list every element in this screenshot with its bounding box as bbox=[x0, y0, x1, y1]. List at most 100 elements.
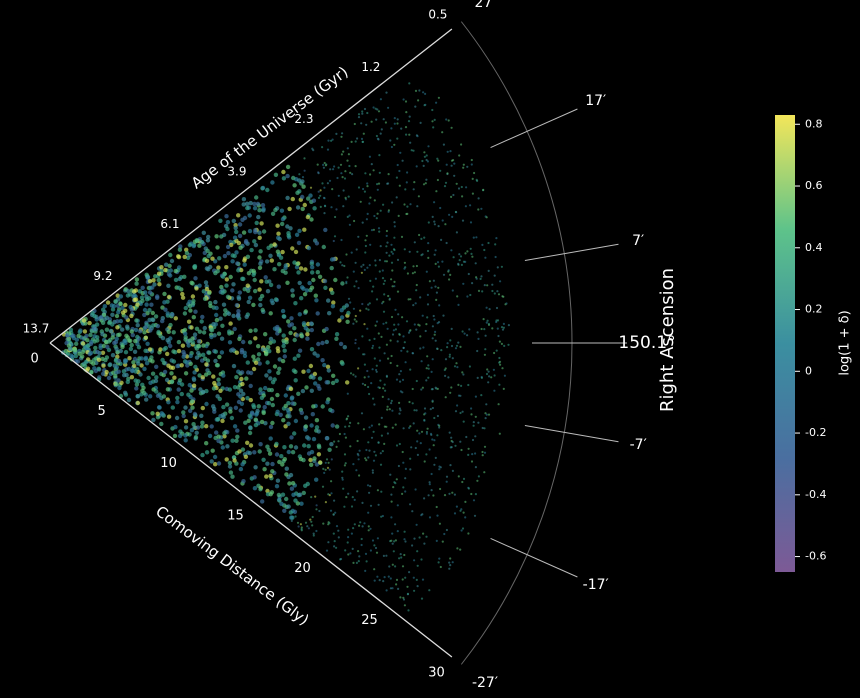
galaxy-dot bbox=[158, 347, 163, 352]
galaxy-dot bbox=[189, 428, 195, 433]
galaxy-dot bbox=[176, 265, 182, 270]
galaxy-dot bbox=[192, 370, 197, 375]
galaxy-dot bbox=[143, 324, 148, 330]
galaxy-dot bbox=[373, 568, 376, 571]
galaxy-dot bbox=[303, 415, 309, 420]
galaxy-dot bbox=[253, 360, 259, 365]
galaxy-dot bbox=[304, 288, 310, 293]
galaxy-dot bbox=[204, 286, 210, 292]
galaxy-dot bbox=[470, 158, 473, 162]
galaxy-dot bbox=[312, 206, 317, 211]
galaxy-dot bbox=[220, 290, 225, 295]
galaxy-dot bbox=[457, 341, 460, 344]
galaxy-dot bbox=[324, 436, 330, 441]
galaxy-dot bbox=[134, 318, 139, 323]
galaxy-dot bbox=[363, 190, 366, 193]
galaxy-dot bbox=[286, 449, 291, 455]
galaxy-dot bbox=[156, 277, 161, 283]
galaxy-dot bbox=[438, 424, 441, 427]
galaxy-dot bbox=[264, 351, 269, 356]
galaxy-dot bbox=[409, 141, 412, 144]
galaxy-dot bbox=[334, 332, 340, 337]
galaxy-dot bbox=[456, 547, 459, 550]
galaxy-dot bbox=[382, 203, 385, 206]
galaxy-dot bbox=[311, 436, 317, 442]
galaxy-dot bbox=[456, 295, 459, 298]
galaxy-dot bbox=[138, 329, 143, 334]
galaxy-dot bbox=[261, 410, 266, 416]
galaxy-dot bbox=[406, 585, 409, 588]
galaxy-dot bbox=[357, 458, 360, 461]
galaxy-dot bbox=[142, 307, 148, 313]
galaxy-dot bbox=[379, 463, 383, 466]
galaxy-dot bbox=[482, 318, 485, 321]
galaxy-dot bbox=[171, 349, 176, 354]
galaxy-dot bbox=[355, 320, 358, 323]
galaxy-dot bbox=[237, 222, 243, 227]
galaxy-dot bbox=[330, 206, 333, 209]
galaxy-dot bbox=[187, 338, 193, 343]
galaxy-dot bbox=[351, 173, 354, 176]
galaxy-dot bbox=[392, 550, 395, 553]
galaxy-dot bbox=[365, 448, 368, 452]
galaxy-dot bbox=[460, 185, 463, 189]
galaxy-dot bbox=[477, 208, 480, 211]
galaxy-dot bbox=[98, 345, 103, 350]
galaxy-dot bbox=[191, 376, 196, 381]
galaxy-dot bbox=[358, 449, 361, 452]
galaxy-dot bbox=[426, 355, 429, 358]
galaxy-dot bbox=[358, 524, 361, 527]
galaxy-dot bbox=[299, 285, 305, 290]
galaxy-dot bbox=[114, 346, 119, 352]
galaxy-dot bbox=[373, 199, 376, 202]
galaxy-dot bbox=[314, 462, 320, 467]
galaxy-dot bbox=[101, 363, 106, 368]
galaxy-dot bbox=[251, 268, 256, 274]
galaxy-dot bbox=[233, 225, 238, 231]
galaxy-dot bbox=[427, 494, 430, 497]
galaxy-dot bbox=[355, 469, 358, 472]
galaxy-dot bbox=[272, 267, 277, 272]
galaxy-dot bbox=[381, 302, 384, 305]
galaxy-dot bbox=[445, 480, 448, 483]
galaxy-dot bbox=[387, 575, 390, 578]
galaxy-dot bbox=[385, 260, 388, 263]
galaxy-dot bbox=[185, 255, 191, 260]
galaxy-dot bbox=[375, 298, 379, 301]
galaxy-dot bbox=[458, 259, 461, 262]
galaxy-dot bbox=[277, 366, 282, 371]
galaxy-dot bbox=[223, 308, 228, 313]
galaxy-dot bbox=[437, 159, 440, 162]
galaxy-dot bbox=[480, 207, 483, 210]
galaxy-dot bbox=[170, 312, 175, 317]
galaxy-dot bbox=[496, 290, 499, 293]
galaxy-dot bbox=[216, 265, 221, 270]
galaxy-dot bbox=[473, 514, 477, 517]
galaxy-dot bbox=[406, 212, 409, 215]
galaxy-dot bbox=[390, 127, 393, 130]
distance-tick-label: 10 bbox=[160, 456, 177, 471]
galaxy-dot bbox=[202, 296, 208, 301]
galaxy-dot bbox=[117, 332, 122, 337]
galaxy-dot bbox=[284, 472, 289, 477]
galaxy-dot bbox=[162, 291, 167, 297]
galaxy-dot bbox=[275, 478, 281, 483]
galaxy-dot bbox=[150, 411, 155, 416]
galaxy-dot bbox=[338, 341, 344, 347]
galaxy-dot bbox=[135, 400, 141, 406]
galaxy-dot bbox=[437, 561, 440, 564]
galaxy-dot bbox=[406, 205, 409, 208]
galaxy-dot bbox=[258, 487, 263, 492]
galaxy-dot bbox=[295, 190, 300, 195]
galaxy-dot bbox=[412, 149, 415, 152]
galaxy-dot bbox=[434, 330, 437, 333]
galaxy-dot bbox=[430, 472, 433, 476]
galaxy-dot bbox=[443, 532, 446, 536]
galaxy-dot bbox=[391, 542, 394, 545]
galaxy-dot bbox=[378, 270, 381, 273]
galaxy-dot bbox=[280, 216, 286, 222]
galaxy-dot bbox=[303, 157, 306, 160]
galaxy-dot bbox=[425, 158, 428, 162]
galaxy-dot bbox=[236, 296, 242, 301]
galaxy-dot bbox=[328, 179, 332, 182]
